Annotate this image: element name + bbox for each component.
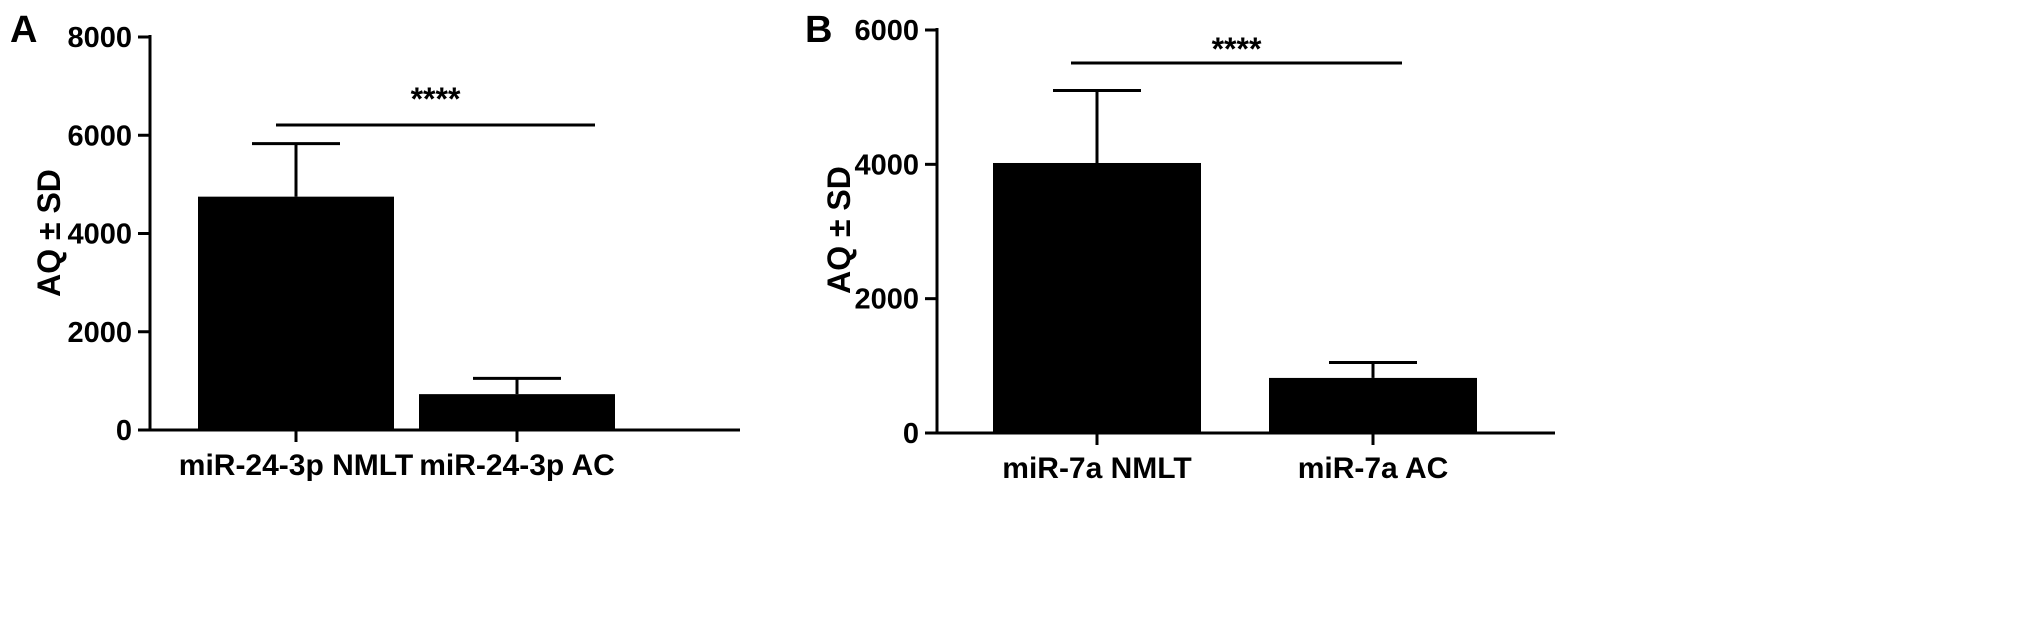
category-label: miR-7a AC	[1298, 452, 1449, 485]
category-label: miR-24-3p AC	[419, 449, 615, 482]
y-tick-label: 4000	[67, 219, 132, 251]
y-axis-title: AQ ± SD	[821, 166, 857, 294]
bar	[993, 162, 1201, 434]
y-tick-label: 2000	[854, 284, 919, 316]
significance-label: ****	[411, 81, 461, 117]
panel-letter: A	[10, 9, 37, 51]
y-tick-label: 6000	[67, 120, 132, 152]
y-axis-title: AQ ± SD	[31, 169, 67, 297]
significance-label: ****	[1212, 31, 1262, 67]
y-tick-label: 0	[116, 415, 132, 447]
y-tick-label: 4000	[854, 149, 919, 181]
panel-letter: B	[805, 9, 832, 51]
bar	[198, 196, 394, 430]
y-tick-label: 6000	[854, 15, 919, 47]
chart-panel-b: B 0 2000 4000 6000 AQ ± SD miR-7a NMLT miR-7a A…	[805, 9, 1555, 485]
category-label: miR-24-3p NMLT	[179, 449, 413, 482]
chart-panel-a: A 0 2000 4000 6000 8000 AQ ± SD miR-24-3p NMLT m…	[10, 9, 740, 482]
y-tick-label: 0	[903, 418, 919, 450]
bar	[1269, 377, 1477, 433]
bar	[419, 394, 615, 430]
category-label: miR-7a NMLT	[1002, 452, 1191, 485]
y-tick-label: 2000	[67, 317, 132, 349]
y-tick-label: 8000	[67, 22, 132, 54]
